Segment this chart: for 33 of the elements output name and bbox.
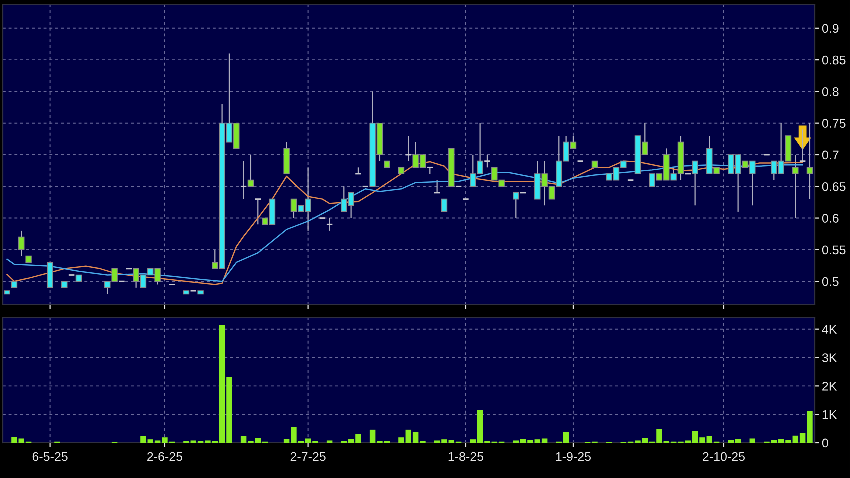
y-tick-label: 0.55	[822, 246, 846, 255]
y-tick-label: 3K	[822, 354, 838, 362]
candlestick	[326, 218, 334, 232]
candlestick	[792, 154, 799, 219]
x-tick-label: 2-10-25	[703, 452, 745, 462]
candlestick	[18, 230, 25, 257]
y-tick-label: 0.9	[822, 24, 839, 34]
candlestick	[254, 198, 262, 226]
y-tick-label: 0.6	[822, 214, 839, 223]
candlestick	[248, 154, 254, 188]
candlestick	[484, 154, 492, 168]
x-tick-label: 2-6-25	[148, 452, 183, 462]
y-tick-label: 0.85	[822, 56, 846, 65]
candlestick	[806, 122, 814, 200]
x-tick-label: 2-7-25	[290, 452, 326, 462]
bar	[750, 438, 756, 443]
y-tick-label: 0.75	[822, 119, 846, 128]
candlestick	[441, 198, 448, 212]
y-tick-label: 2K	[822, 382, 838, 391]
y-tick-label: 0.7	[822, 150, 839, 160]
y-tick-label: 4K	[822, 325, 838, 334]
x-tick-label: 1-9-25	[556, 452, 592, 462]
candlestick	[799, 129, 806, 162]
y-tick-label: 0.8	[822, 88, 839, 96]
y-tick-label: 0	[822, 438, 828, 448]
candlestick	[240, 160, 248, 200]
x-tick-label: 1-8-25	[448, 452, 484, 462]
y-tick-label: 0.5	[822, 277, 839, 286]
candlestick	[692, 160, 698, 206]
x-tick-label: 6-5-25	[32, 452, 68, 462]
candlestick	[513, 192, 520, 219]
y-tick-label: 0.65	[822, 182, 846, 192]
y-tick-label: 1K	[822, 410, 838, 420]
